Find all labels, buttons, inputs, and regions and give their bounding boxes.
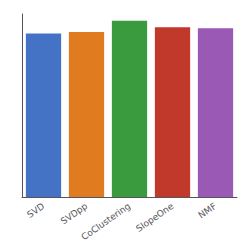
svg-text:SVDpp: SVDpp bbox=[59, 201, 90, 227]
svg-text:NMF: NMF bbox=[197, 201, 219, 220]
svg-text:CoClustering: CoClustering bbox=[79, 201, 132, 242]
svg-text:SlopeOne: SlopeOne bbox=[134, 201, 176, 234]
svg-text:SVD: SVD bbox=[25, 201, 46, 220]
